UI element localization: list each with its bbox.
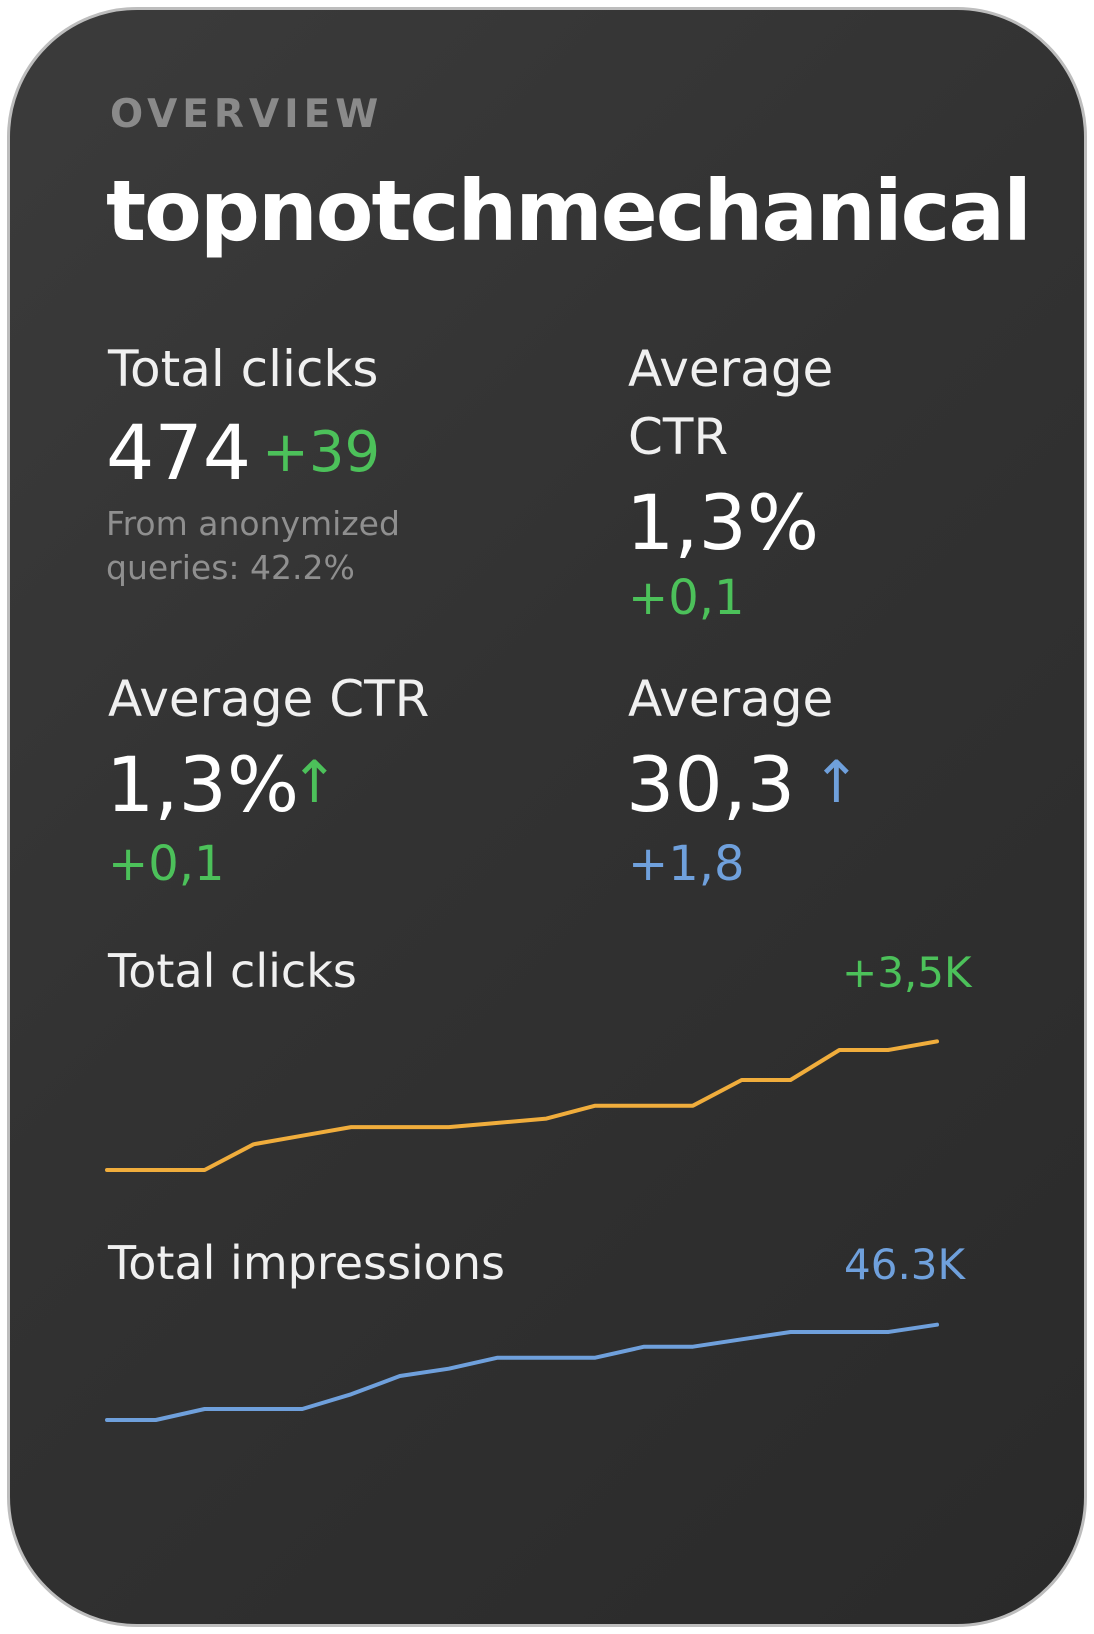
metric-value: 474	[106, 408, 252, 497]
impressions-line-chart	[105, 1322, 939, 1422]
chart-total: 46.3K	[844, 1240, 966, 1289]
overview-card: OVERVIEW topnotchmechanical Total clicks…	[7, 7, 1087, 1627]
section-label: OVERVIEW	[110, 92, 384, 137]
series-line	[105, 1039, 939, 1172]
series-line	[105, 1322, 939, 1422]
metric-value: 30,3	[626, 740, 796, 829]
metric-value: 1,3%	[626, 478, 820, 567]
metric-delta: +0,1	[628, 570, 745, 626]
metric-label: Average CTR	[108, 670, 430, 728]
metric-label: Average	[628, 670, 834, 728]
metric-delta: +39	[262, 420, 381, 485]
metric-label-line2: CTR	[628, 408, 729, 466]
arrow-up-icon: ↑	[290, 748, 339, 816]
metric-delta: +0,1	[108, 836, 225, 892]
site-name: topnotchmechanical	[106, 162, 1032, 260]
metric-note: From anonymized queries: 42.2%	[106, 504, 400, 587]
metric-value: 1,3%	[106, 740, 300, 829]
metric-delta: +1,8	[628, 836, 745, 892]
chart-label: Total clicks	[108, 944, 357, 998]
metric-label: Average	[628, 340, 834, 398]
clicks-line-chart	[105, 1039, 939, 1172]
arrow-up-icon: ↑	[812, 748, 861, 816]
chart-label: Total impressions	[108, 1236, 506, 1290]
metric-label: Total clicks	[108, 340, 379, 398]
chart-total: +3,5K	[842, 948, 972, 997]
